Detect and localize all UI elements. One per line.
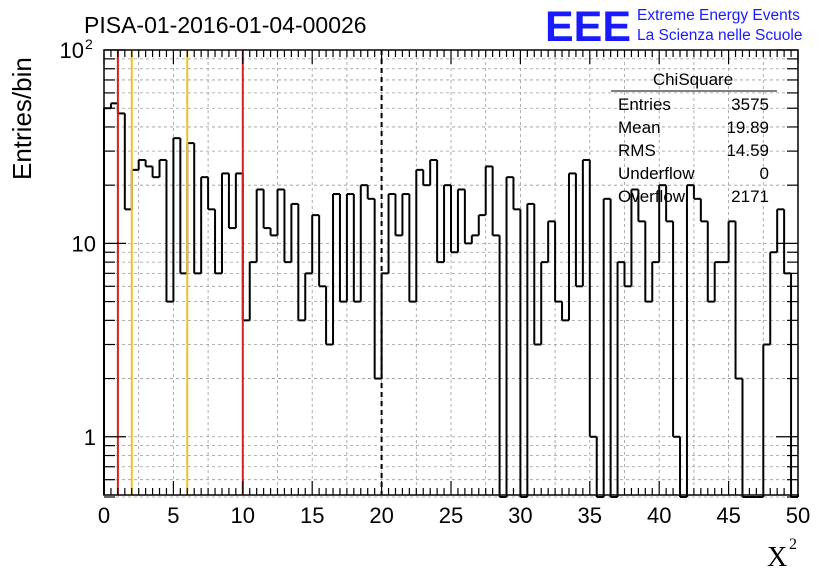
stats-row-value: 2171 bbox=[731, 187, 769, 206]
stats-box: ChiSquare Entries 3575 Mean 19.89 RMS 14.59 Un… bbox=[611, 70, 777, 206]
stats-row-value: 0 bbox=[760, 164, 769, 183]
x-tick-label: 10 bbox=[231, 503, 255, 528]
x-tick-label: 35 bbox=[578, 503, 602, 528]
x-axis-label-superscript: 2 bbox=[789, 536, 797, 553]
x-tick-label: 20 bbox=[369, 503, 393, 528]
stats-row-label: Overflow bbox=[618, 187, 686, 206]
y-axis-label: Entries/bin bbox=[7, 57, 37, 180]
x-axis-label: X 2 bbox=[767, 536, 797, 572]
stats-title: ChiSquare bbox=[653, 70, 733, 89]
logo-line2: La Scienza nelle Scuole bbox=[637, 27, 802, 44]
y-tick-label: 1 bbox=[84, 425, 96, 450]
histogram-bars bbox=[103, 102, 799, 498]
chart-title: PISA-01-2016-01-04-00026 bbox=[84, 12, 367, 38]
x-tick-label: 50 bbox=[786, 503, 810, 528]
reference-lines bbox=[116, 50, 383, 495]
x-tick-label: 30 bbox=[508, 503, 532, 528]
x-tick-label: 25 bbox=[439, 503, 463, 528]
stats-row-label: Mean bbox=[618, 118, 661, 137]
stats-row-label: Entries bbox=[618, 95, 671, 114]
stats-row-value: 14.59 bbox=[726, 141, 769, 160]
stats-row-value: 3575 bbox=[731, 95, 769, 114]
x-axis-label-main: X bbox=[767, 542, 787, 572]
y-tick-label-exponent: 2 bbox=[85, 36, 93, 52]
axes bbox=[103, 49, 799, 498]
stats-row-label: RMS bbox=[618, 141, 656, 160]
y-tick-label: 10 bbox=[72, 231, 96, 256]
x-tick-label: 45 bbox=[716, 503, 740, 528]
x-tick-label: 15 bbox=[300, 503, 324, 528]
grid-lines bbox=[104, 50, 798, 498]
y-tick-label: 10 bbox=[60, 38, 84, 63]
stats-row-value: 19.89 bbox=[726, 118, 769, 137]
x-tick-label: 5 bbox=[167, 503, 179, 528]
stats-row-label: Underflow bbox=[618, 164, 695, 183]
logo-mark: EEE bbox=[545, 3, 631, 51]
x-tick-label: 40 bbox=[647, 503, 671, 528]
logo-line1: Extreme Energy Events bbox=[637, 7, 800, 24]
x-tick-label: 0 bbox=[98, 503, 110, 528]
eee-logo: EEE Extreme Energy Events La Scienza nel… bbox=[545, 3, 802, 51]
